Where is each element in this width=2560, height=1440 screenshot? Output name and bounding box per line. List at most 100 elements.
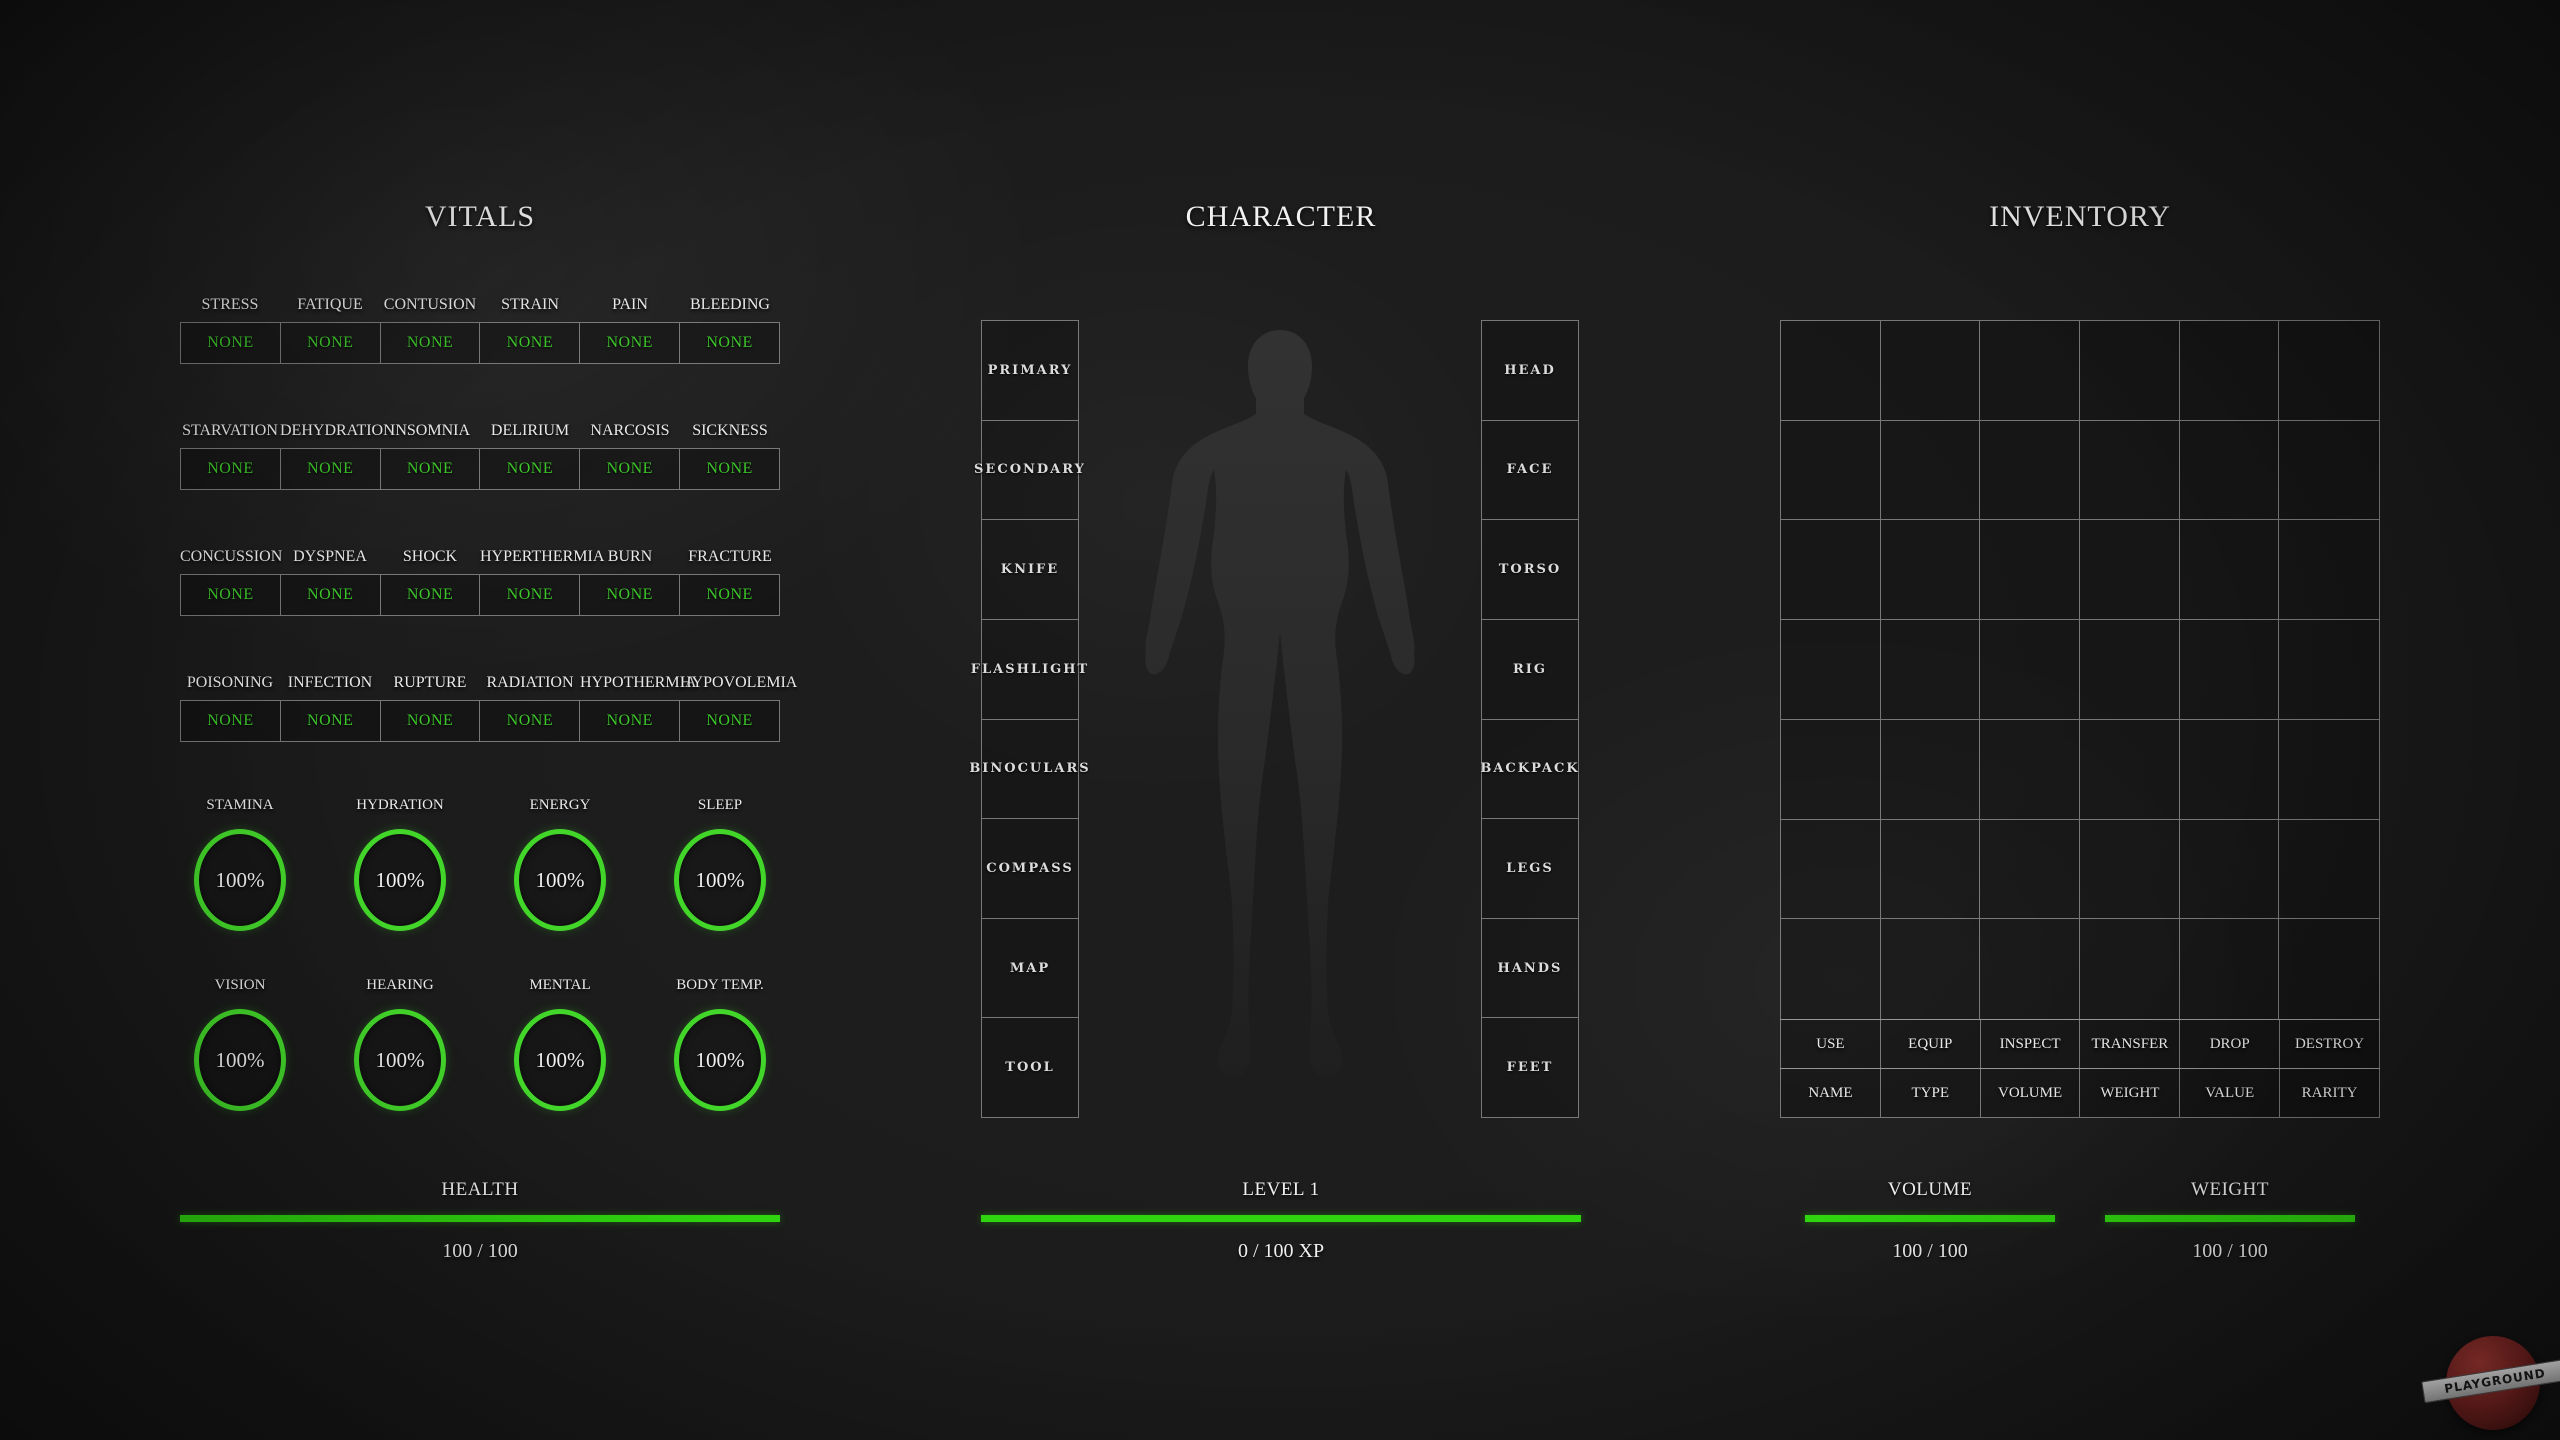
inventory-cell[interactable]	[2279, 820, 2379, 920]
inventory-cell[interactable]	[2279, 421, 2379, 521]
inventory-cell[interactable]	[2079, 420, 2180, 521]
inventory-cell[interactable]	[2279, 720, 2379, 820]
inventory-action-button-equip[interactable]: EQUIP	[1881, 1020, 1981, 1068]
inventory-cell[interactable]	[2179, 420, 2280, 521]
inventory-cell[interactable]	[1980, 321, 2080, 421]
status-label-row: POISONING INFECTION RUPTURE RADIATION HYPOTH…	[180, 666, 797, 700]
vital-gauge: HEARING 100%	[320, 973, 480, 1111]
slot-label: KNIFE	[1000, 562, 1060, 578]
inventory-sort-button-weight[interactable]: WEIGHT	[2080, 1069, 2181, 1117]
inventory-action-button-destroy[interactable]: DESTROY	[2280, 1020, 2379, 1068]
inventory-cell[interactable]	[2279, 520, 2379, 621]
equipment-slot-right-face[interactable]: FACE	[1482, 421, 1578, 521]
vital-status-label: INSOMNIA	[390, 422, 470, 439]
inventory-sort-button-rarity[interactable]: RARITY	[2280, 1069, 2379, 1117]
inventory-cell[interactable]	[2279, 321, 2379, 421]
inventory-action-button-transfer[interactable]: TRANSFER	[2080, 1020, 2181, 1068]
inventory-cell[interactable]	[2179, 321, 2280, 421]
inventory-cell[interactable]	[1880, 420, 1981, 521]
inventory-cell[interactable]	[1781, 321, 1881, 421]
equipment-slot-left-knife[interactable]: KNIFE	[982, 520, 1078, 620]
button-label: TRANSFER	[2091, 1035, 2169, 1052]
equipment-slot-right-legs[interactable]: LEGS	[1482, 819, 1578, 919]
inventory-cell[interactable]	[2079, 520, 2180, 621]
inventory-cell[interactable]	[2080, 919, 2180, 1019]
status-label-row: STRESS FATIQUE CONTUSION STRAIN PAIN BLEEDING	[180, 288, 780, 322]
vital-status-value: NONE	[706, 712, 753, 729]
vital-status-cell: NONE	[181, 701, 281, 741]
equipment-slot-right-rig[interactable]: RIG	[1482, 620, 1578, 720]
inventory-cell[interactable]	[1880, 620, 1981, 720]
vital-status-value: NONE	[406, 334, 454, 351]
status-cell-row: NONE NONE NONE NONE NONE NONE	[180, 700, 780, 742]
vital-status-label: HYPERTHERMIA	[480, 548, 605, 565]
vital-status-value: NONE	[307, 460, 354, 477]
inventory-cell[interactable]	[1781, 919, 1881, 1019]
vital-status-value: NONE	[606, 712, 653, 729]
vital-status-label: FRACTURE	[688, 548, 772, 565]
gauge-ring: 100%	[514, 1009, 606, 1111]
inventory-cell[interactable]	[1781, 520, 1881, 621]
vital-status-cell: NONE	[480, 449, 581, 489]
inventory-cell[interactable]	[1980, 719, 2080, 820]
equipment-slot-left-map[interactable]: MAP	[982, 919, 1078, 1019]
vital-status-value: NONE	[406, 460, 454, 477]
inventory-sort-button-name[interactable]: NAME	[1781, 1069, 1881, 1117]
inventory-cell[interactable]	[1881, 919, 1981, 1019]
vital-gauge: ENERGY 100%	[480, 793, 640, 931]
equipment-slot-left-compass[interactable]: COMPASS	[982, 819, 1078, 919]
equipment-slot-right-hands[interactable]: HANDS	[1482, 919, 1578, 1019]
inventory-cell[interactable]	[2079, 620, 2180, 720]
inventory-cell[interactable]	[2179, 520, 2280, 621]
inventory-cell[interactable]	[1880, 520, 1981, 621]
inventory-cell[interactable]	[1781, 819, 1881, 920]
inventory-cell[interactable]	[1980, 520, 2080, 621]
inventory-cell[interactable]	[2079, 719, 2180, 820]
equipment-slot-right-head[interactable]: HEAD	[1482, 321, 1578, 421]
button-label: DROP	[2209, 1035, 2250, 1052]
inventory-cell[interactable]	[1781, 620, 1881, 720]
inventory-cell[interactable]	[2179, 719, 2280, 820]
inventory-cell[interactable]	[1781, 420, 1881, 521]
inventory-cell[interactable]	[2079, 819, 2180, 920]
inventory-action-button-use[interactable]: USE	[1781, 1020, 1881, 1068]
inventory-cell[interactable]	[1980, 620, 2080, 720]
health-bar	[180, 1215, 780, 1222]
inventory-cell[interactable]	[1980, 420, 2080, 521]
inventory-cell[interactable]	[2279, 620, 2379, 720]
equipment-slot-left-binoculars[interactable]: BINOCULARS	[969, 720, 1089, 820]
equipment-slot-left-flashlight[interactable]: FLASHLIGHT	[971, 620, 1087, 720]
inventory-cell[interactable]	[1880, 719, 1981, 820]
inventory-sort-button-volume[interactable]: VOLUME	[1981, 1069, 2081, 1117]
inventory-cell[interactable]	[1980, 819, 2080, 920]
inventory-action-button-drop[interactable]: DROP	[2180, 1020, 2281, 1068]
inventory-sort-button-type[interactable]: TYPE	[1881, 1069, 1981, 1117]
equipment-slot-right-torso[interactable]: TORSO	[1482, 520, 1578, 620]
vital-status-value: NONE	[706, 586, 753, 603]
equipment-slot-right-feet[interactable]: FEET	[1482, 1018, 1578, 1117]
inventory-cell[interactable]	[2180, 919, 2280, 1019]
button-label: NAME	[1808, 1084, 1853, 1101]
gauge-value: 100%	[215, 1047, 265, 1072]
equipment-slot-right-backpack[interactable]: BACKPACK	[1480, 720, 1578, 820]
gauge-ring: 100%	[354, 1009, 446, 1111]
vital-status-cell: NONE	[181, 575, 281, 615]
inventory-cell[interactable]	[2079, 321, 2180, 421]
vital-status-value: NONE	[506, 712, 554, 729]
inventory-cell[interactable]	[2179, 819, 2280, 920]
inventory-cell[interactable]	[1781, 719, 1881, 820]
inventory-cell[interactable]	[2279, 919, 2379, 1019]
inventory-cell[interactable]	[2179, 620, 2280, 720]
vital-status-label: STRESS	[201, 296, 259, 313]
inventory-sort-button-value[interactable]: VALUE	[2180, 1069, 2281, 1117]
equipment-slot-left-secondary[interactable]: SECONDARY	[974, 421, 1084, 521]
status-group: STARVATION DEHYDRATION INSOMNIA DELIRIUM NAR…	[180, 414, 780, 490]
inventory-cell[interactable]	[1880, 321, 1981, 421]
inventory-action-button-inspect[interactable]: INSPECT	[1981, 1020, 2081, 1068]
equipment-slot-left-tool[interactable]: TOOL	[982, 1018, 1078, 1117]
vital-status-label: RADIATION	[486, 674, 574, 691]
inventory-cell[interactable]	[1980, 919, 2080, 1019]
inventory-cell[interactable]	[1880, 819, 1981, 920]
vital-status-cell: NONE	[381, 575, 481, 615]
equipment-slot-left-primary[interactable]: PRIMARY	[982, 321, 1078, 421]
